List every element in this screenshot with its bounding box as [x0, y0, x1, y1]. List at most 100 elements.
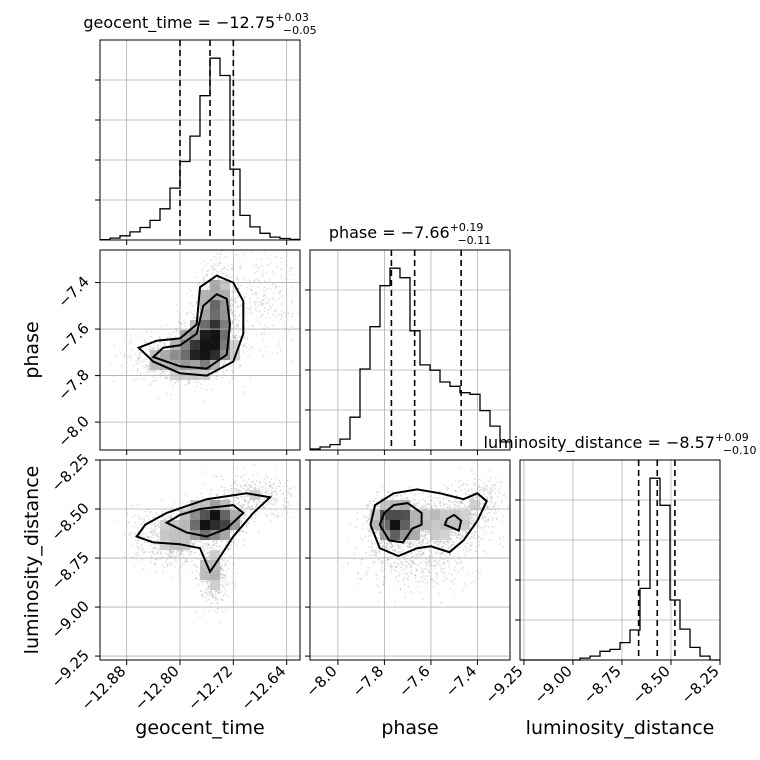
scatter-point	[291, 300, 294, 302]
scatter-point	[130, 355, 133, 358]
scatter-point	[249, 305, 252, 307]
scatter-point	[255, 263, 257, 266]
density-panel	[109, 250, 319, 403]
scatter-point	[236, 305, 239, 308]
scatter-point	[280, 277, 283, 279]
scatter-point	[231, 312, 233, 315]
scatter-point	[196, 283, 199, 286]
scatter-point	[243, 296, 246, 299]
scatter-point	[144, 541, 146, 543]
scatter-point	[248, 279, 251, 282]
scatter-point	[261, 275, 264, 277]
scatter-point	[226, 275, 228, 277]
scatter-point	[271, 271, 274, 273]
scatter-point	[145, 331, 148, 333]
scatter-point	[235, 334, 238, 336]
scatter-point	[226, 540, 228, 542]
scatter-point	[288, 330, 290, 332]
scatter-point	[166, 564, 168, 566]
scatter-point	[174, 336, 177, 338]
scatter-point	[235, 359, 237, 362]
scatter-point	[147, 365, 149, 368]
scatter-point	[252, 264, 255, 267]
scatter-point	[155, 511, 157, 514]
scatter-point	[146, 371, 148, 374]
scatter-point	[255, 279, 257, 281]
scatter-point	[174, 381, 177, 384]
scatter-point	[174, 555, 176, 557]
scatter-point	[239, 265, 241, 267]
scatter-point	[244, 337, 247, 340]
scatter-point	[153, 369, 155, 372]
scatter-point	[263, 293, 265, 296]
scatter-point	[223, 266, 225, 268]
density-cell	[210, 350, 220, 360]
scatter-point	[242, 516, 245, 519]
scatter-point	[206, 288, 209, 291]
scatter-point	[297, 312, 300, 314]
scatter-point	[261, 302, 263, 305]
scatter-point	[252, 293, 254, 295]
scatter-point	[203, 549, 206, 552]
scatter-point	[185, 325, 187, 327]
scatter-point	[163, 342, 166, 345]
scatter-point	[144, 340, 146, 343]
scatter-point	[196, 496, 199, 499]
scatter-point	[207, 551, 209, 553]
scatter-point	[137, 357, 139, 359]
scatter-point	[239, 304, 242, 307]
scatter-point	[243, 345, 245, 347]
scatter-point	[227, 498, 230, 501]
scatter-point	[150, 330, 153, 333]
scatter-point	[239, 285, 242, 287]
scatter-point	[211, 272, 213, 275]
scatter-point	[164, 372, 167, 374]
scatter-point	[231, 369, 233, 372]
scatter-point	[252, 324, 254, 327]
scatter-point	[254, 307, 256, 310]
scatter-point	[136, 551, 138, 554]
scatter-point	[224, 274, 227, 277]
scatter-point	[222, 370, 225, 373]
scatter-point	[161, 325, 163, 328]
scatter-point	[153, 379, 156, 382]
scatter-point	[233, 290, 235, 293]
scatter-point	[142, 567, 144, 570]
scatter-point	[138, 517, 140, 519]
scatter-point	[145, 364, 148, 367]
scatter-point	[243, 344, 246, 347]
scatter-point	[317, 297, 319, 299]
scatter-point	[188, 382, 190, 385]
scatter-point	[162, 370, 164, 373]
scatter-point	[159, 341, 162, 344]
density-cell	[170, 340, 180, 350]
scatter-point	[257, 531, 260, 533]
scatter-point	[231, 268, 233, 270]
scatter-point	[278, 298, 280, 301]
scatter-point	[230, 309, 232, 311]
scatter-point	[237, 287, 240, 290]
density-cell	[220, 320, 230, 330]
scatter-point	[162, 370, 164, 372]
scatter-point	[255, 291, 258, 294]
scatter-point	[123, 338, 126, 340]
scatter-point	[171, 564, 173, 567]
scatter-point	[242, 391, 244, 394]
scatter-point	[204, 280, 206, 282]
scatter-point	[193, 316, 195, 319]
scatter-point	[236, 296, 239, 298]
density-cell	[210, 340, 220, 350]
scatter-point	[196, 385, 199, 388]
scatter-point	[212, 265, 215, 268]
scatter-point	[264, 297, 267, 299]
scatter-point	[156, 534, 159, 537]
scatter-point	[193, 552, 195, 554]
scatter-point	[186, 312, 188, 314]
scatter-point	[281, 295, 284, 297]
scatter-point	[148, 367, 150, 370]
scatter-point	[261, 314, 263, 317]
scatter-point	[225, 273, 228, 275]
scatter-point	[235, 334, 237, 337]
scatter-point	[223, 494, 225, 496]
scatter-point	[236, 315, 239, 318]
